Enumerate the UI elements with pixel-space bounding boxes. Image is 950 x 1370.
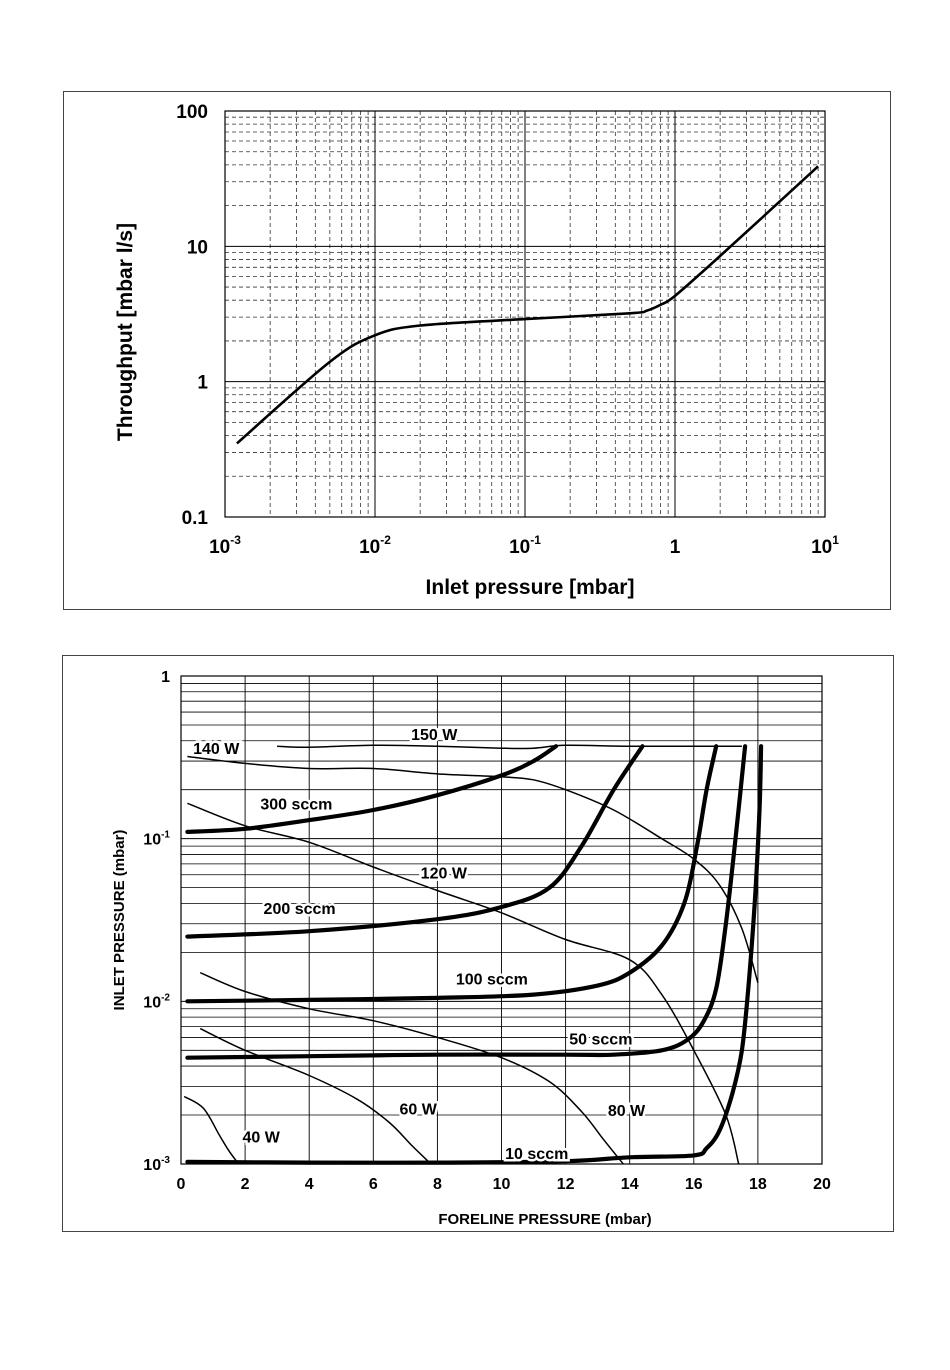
chart2-series	[183, 744, 764, 1165]
x-tick-label: 16	[685, 1176, 703, 1193]
y-tick-label: 10	[187, 237, 208, 258]
chart1-x-axis-label: Inlet pressure [mbar]	[426, 576, 635, 599]
chart2-y-axis-label: INLET PRESSURE (mbar)	[111, 830, 128, 1011]
chart1-grid	[224, 110, 826, 518]
x-tick-label: 10	[493, 1176, 511, 1193]
power-curve	[183, 1095, 240, 1165]
flow-curve	[185, 744, 748, 1060]
x-tick-label: 101	[811, 533, 839, 558]
curve-label: 60 W	[399, 1101, 437, 1118]
flow-curve	[185, 744, 645, 939]
flow-curve	[185, 744, 559, 834]
chart2-x-axis-label: FORELINE PRESSURE (mbar)	[438, 1211, 651, 1228]
y-tick-label: 1	[161, 669, 170, 686]
x-tick-label: 1	[670, 537, 681, 558]
curve-label: 80 W	[608, 1103, 646, 1120]
curve-label: 300 sccm	[260, 796, 332, 813]
power-curve	[187, 802, 740, 1165]
curve-label: 140 W	[193, 741, 240, 758]
x-tick-label: 10-2	[359, 533, 391, 558]
curve-label: 150 W	[411, 727, 458, 744]
x-tick-label: 18	[749, 1176, 767, 1193]
chart1-ticks: 0.1 1 10 100 10-3 10-2 10-1 1 101	[176, 102, 839, 558]
x-tick-label: 6	[369, 1176, 378, 1193]
curve-label: 40 W	[242, 1129, 280, 1146]
curve-label: 120 W	[421, 865, 468, 882]
x-tick-label: 2	[241, 1176, 250, 1193]
inlet-pressure-chart-panel	[62, 655, 894, 1232]
x-tick-label: 4	[305, 1176, 314, 1193]
y-tick-label: 10-2	[143, 992, 170, 1011]
power-curve	[277, 744, 742, 750]
y-tick-label: 10-1	[143, 830, 170, 849]
curve-label: 50 sccm	[569, 1032, 632, 1049]
chart1-series	[236, 165, 819, 445]
y-tick-label: 1	[197, 373, 208, 394]
x-tick-label: 0	[177, 1176, 186, 1193]
flow-curve	[185, 744, 719, 1004]
x-tick-label: 12	[557, 1176, 575, 1193]
x-tick-label: 8	[433, 1176, 442, 1193]
y-tick-label: 0.1	[182, 508, 209, 529]
power-curve	[187, 755, 759, 984]
throughput-chart-panel	[63, 91, 891, 610]
y-tick-label: 100	[176, 102, 208, 123]
chart2-ticks: 0 2 4 6 8 10 12 14 16 18 20 10-3 10-2 10-1 1	[143, 669, 831, 1193]
curve-label: 200 sccm	[264, 901, 336, 918]
curve-label: 10 sccm	[505, 1146, 568, 1163]
x-tick-label: 10-3	[209, 533, 241, 558]
flow-curve	[185, 744, 764, 1165]
y-tick-label: 10-3	[143, 1155, 170, 1174]
power-curve	[199, 1027, 432, 1165]
chart2-annotations: 150 W 140 W 300 sccm 120 W 200 sccm 100 sccm 5…	[191, 724, 649, 1165]
chart1-y-axis-label: Throughput [mbar l/s]	[114, 223, 137, 441]
x-tick-label: 14	[621, 1176, 639, 1193]
throughput-curve	[236, 165, 819, 445]
chart1-plot-frame	[224, 110, 826, 518]
curve-label: 100 sccm	[456, 972, 528, 989]
x-tick-label: 20	[813, 1176, 831, 1193]
x-tick-label: 10-1	[509, 533, 541, 558]
